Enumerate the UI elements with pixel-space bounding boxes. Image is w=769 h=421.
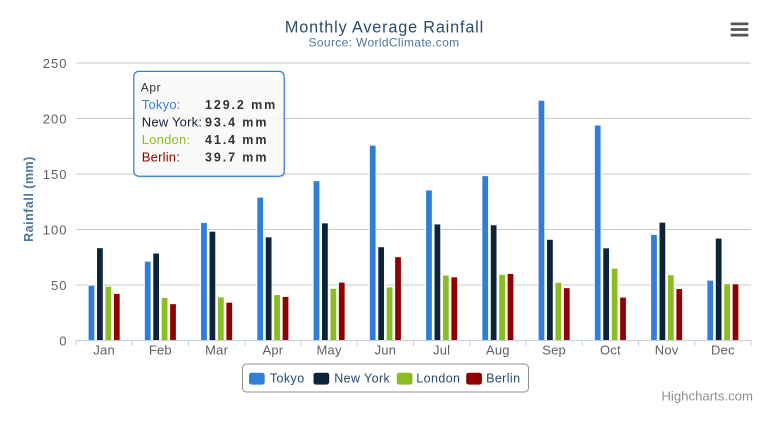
svg-text:Source: WorldClimate.com: Source: WorldClimate.com: [309, 36, 460, 50]
svg-text:Highcharts.com: Highcharts.com: [661, 389, 753, 404]
svg-text:Rainfall (mm): Rainfall (mm): [22, 156, 36, 242]
svg-text:41.4 mm: 41.4 mm: [205, 133, 268, 147]
svg-text:250: 250: [43, 56, 68, 71]
svg-text:Aug: Aug: [486, 343, 510, 358]
svg-text:Dec: Dec: [711, 343, 735, 358]
svg-text:39.7 mm: 39.7 mm: [205, 151, 268, 165]
svg-text:Apr: Apr: [141, 81, 161, 95]
svg-text:New York: New York: [334, 371, 390, 385]
svg-text:Feb: Feb: [149, 343, 172, 358]
svg-text:Jun: Jun: [375, 343, 397, 358]
svg-text:Berlin:: Berlin:: [142, 150, 180, 165]
svg-text:Monthly Average Rainfall: Monthly Average Rainfall: [285, 18, 484, 36]
svg-text:Apr: Apr: [262, 343, 283, 358]
svg-text:200: 200: [43, 112, 68, 127]
svg-text:Sep: Sep: [542, 343, 566, 358]
svg-text:100: 100: [43, 223, 68, 238]
svg-text:Mar: Mar: [205, 343, 228, 358]
svg-text:Oct: Oct: [600, 343, 621, 358]
svg-text:New York:: New York:: [142, 115, 202, 130]
svg-text:129.2 mm: 129.2 mm: [205, 98, 277, 112]
svg-text:Jan: Jan: [93, 343, 115, 358]
svg-text:50: 50: [51, 278, 67, 293]
svg-text:Tokyo: Tokyo: [270, 371, 305, 385]
svg-text:Nov: Nov: [655, 343, 679, 358]
svg-text:0: 0: [59, 334, 67, 349]
svg-text:London: London: [416, 371, 460, 385]
svg-text:Tokyo:: Tokyo:: [142, 97, 181, 112]
svg-text:93.4 mm: 93.4 mm: [205, 116, 268, 130]
svg-text:London:: London:: [142, 132, 190, 147]
svg-text:Berlin: Berlin: [486, 371, 520, 385]
svg-text:Jul: Jul: [433, 343, 450, 358]
svg-text:May: May: [317, 343, 342, 358]
svg-text:150: 150: [43, 167, 68, 182]
